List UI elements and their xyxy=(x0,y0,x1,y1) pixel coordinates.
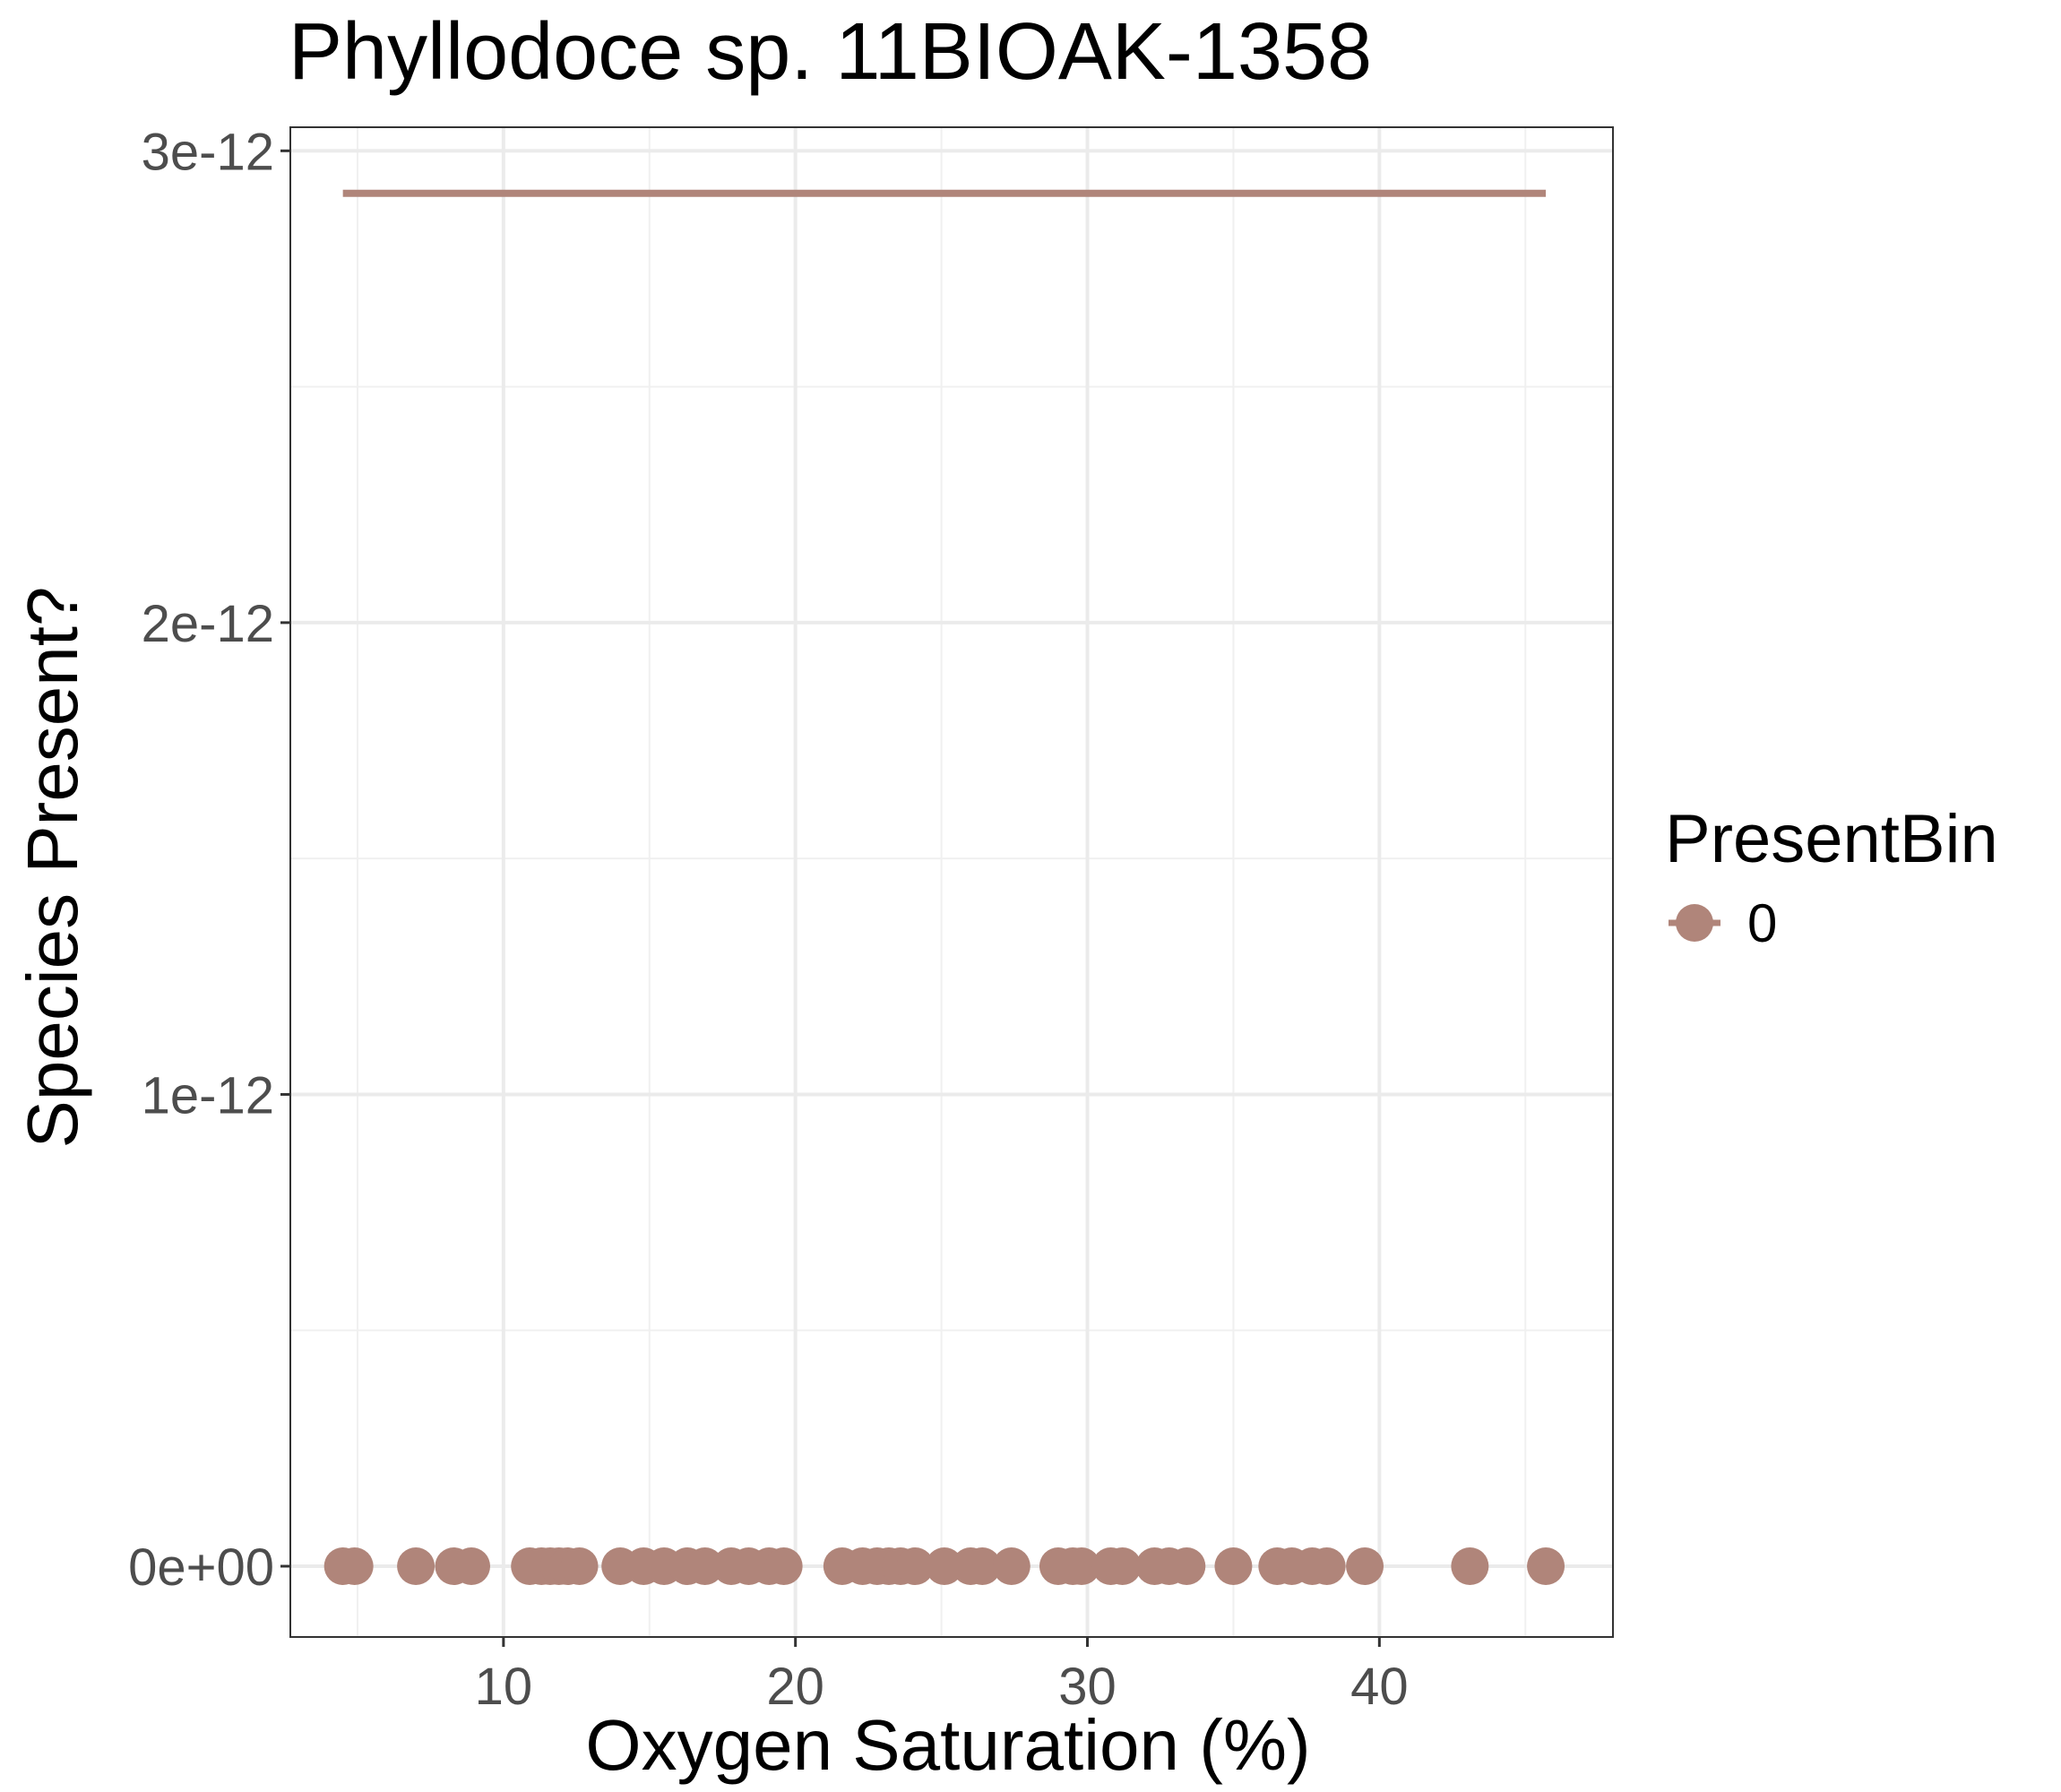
data-point xyxy=(992,1547,1030,1586)
data-point xyxy=(335,1547,374,1586)
legend-key-point xyxy=(1676,904,1713,942)
x-axis-label: Oxygen Saturation (%) xyxy=(585,1705,1310,1785)
data-point xyxy=(1307,1547,1346,1586)
legend: PresentBin 0 xyxy=(1665,801,1998,953)
data-point xyxy=(1214,1547,1253,1586)
data-point xyxy=(560,1547,599,1586)
chart-title: Phyllodoce sp. 11BIOAK-1358 xyxy=(289,7,1372,97)
x-tick-label: 30 xyxy=(1058,1658,1117,1716)
data-point xyxy=(1062,1547,1100,1586)
plot-area: 10 20 30 40 0e+00 1e-12 2e-12 3e-12 xyxy=(128,123,1614,1716)
x-tick-label: 20 xyxy=(766,1658,824,1716)
legend-entry-label: 0 xyxy=(1747,893,1777,953)
legend-title: PresentBin xyxy=(1665,801,1998,877)
plot-border xyxy=(289,126,1614,1638)
y-tick-label: 3e-12 xyxy=(142,123,274,181)
data-point xyxy=(1103,1547,1142,1586)
data-point xyxy=(453,1547,491,1586)
data-point xyxy=(397,1547,435,1586)
data-point xyxy=(1527,1547,1565,1586)
data-point xyxy=(896,1547,935,1586)
y-tick-label: 2e-12 xyxy=(142,595,274,653)
y-axis-label: Species Present? xyxy=(13,586,92,1148)
x-tick-label: 40 xyxy=(1350,1658,1409,1716)
data-point xyxy=(963,1547,1002,1586)
x-tick-label: 10 xyxy=(475,1658,533,1716)
data-point xyxy=(686,1547,724,1586)
plot-panel xyxy=(290,127,1613,1637)
data-point xyxy=(1346,1547,1384,1586)
data-point xyxy=(1168,1547,1206,1586)
data-point xyxy=(764,1547,803,1586)
data-point xyxy=(1451,1547,1489,1586)
y-tick-label: 1e-12 xyxy=(142,1066,274,1124)
y-tick-label: 0e+00 xyxy=(128,1538,274,1597)
data-point xyxy=(925,1547,963,1586)
